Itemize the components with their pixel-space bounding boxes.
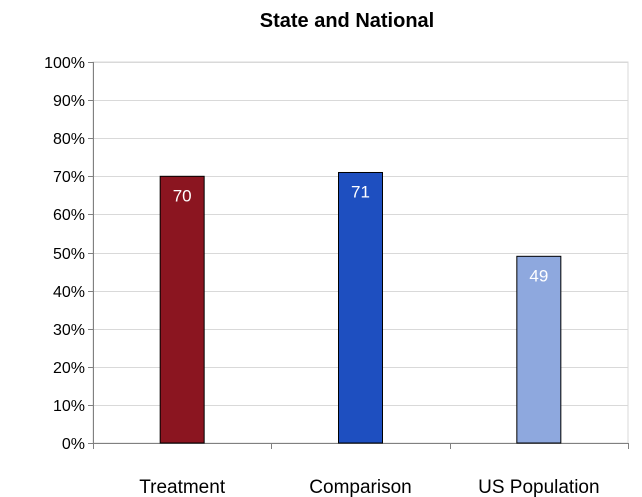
y-tick-label: 40% (53, 284, 85, 301)
y-tick-label: 100% (44, 55, 85, 72)
bar-comparison (338, 171, 383, 444)
bar-us-population (516, 255, 562, 444)
data-label: 70 (173, 186, 192, 205)
labels: 0% 10% 20% 30% 40% 50% 60% 70% 80% 90% 100% 70 Treat… (44, 55, 599, 497)
data-label: 49 (529, 266, 548, 285)
category-label: US Population (478, 477, 599, 497)
category-label: Comparison (309, 477, 411, 497)
bars (159, 171, 562, 444)
y-tick-label: 20% (53, 360, 85, 377)
data-label: 71 (351, 182, 370, 201)
y-tick-label: 50% (53, 246, 85, 263)
chart-title: State and National (260, 10, 434, 32)
y-tick-label: 60% (53, 207, 85, 224)
category-label: Treatment (139, 477, 226, 497)
y-tick-label: 90% (53, 93, 85, 110)
y-tick-label: 30% (53, 322, 85, 339)
bar-treatment (159, 175, 205, 444)
y-tick-label: 10% (53, 398, 85, 415)
y-tick-label: 0% (62, 436, 85, 453)
y-tick-label: 70% (53, 169, 85, 186)
y-tick-label: 80% (53, 131, 85, 148)
